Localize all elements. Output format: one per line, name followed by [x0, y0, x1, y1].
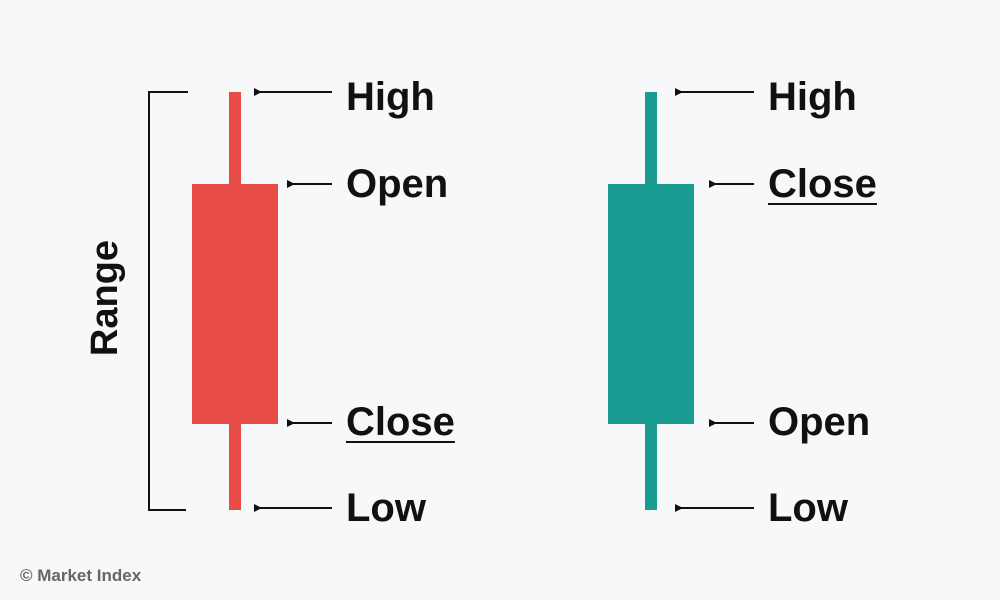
bullish-high-label: High	[768, 75, 857, 119]
bearish-high-label: High	[346, 75, 435, 119]
range-bracket	[148, 91, 188, 511]
bullish-open-label: Open	[768, 400, 871, 444]
copyright-footer: © Market Index	[20, 566, 142, 585]
bullish-close-label: Close	[768, 162, 877, 206]
bearish-body	[192, 184, 278, 424]
bullish-body	[608, 184, 694, 424]
bearish-low-label: Low	[346, 486, 426, 530]
bearish-open-label: Open	[346, 162, 449, 206]
range-label: Range	[84, 239, 126, 357]
bearish-close-label: Close	[346, 400, 455, 444]
bullish-low-label: Low	[768, 486, 848, 530]
